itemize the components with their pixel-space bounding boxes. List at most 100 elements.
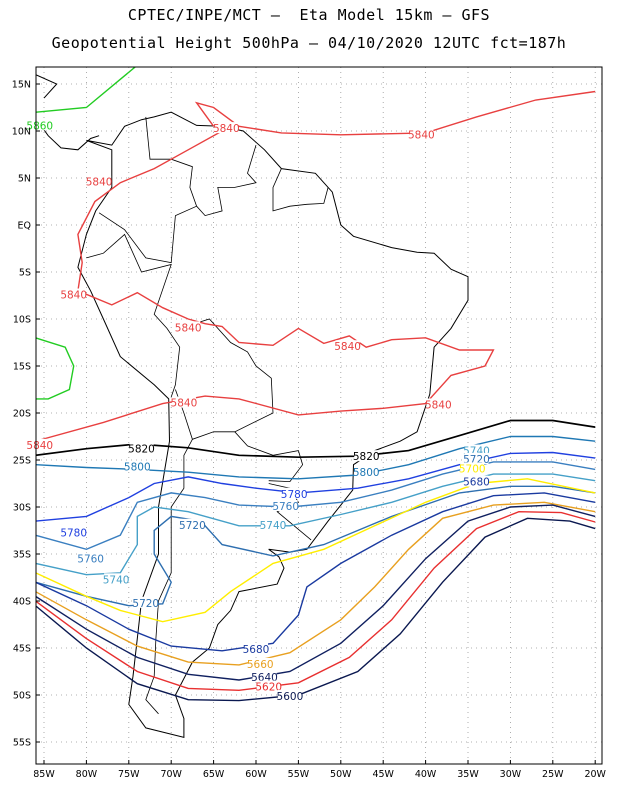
contour-label: 5780 (60, 527, 87, 539)
contour-label-bg (464, 453, 489, 464)
lon-tick-label: 50W (330, 769, 352, 780)
contour-label-bg (104, 573, 129, 585)
lat-lon-grid (36, 67, 602, 764)
contour-label-bg (273, 500, 298, 511)
lat-tick-label: 25S (13, 456, 31, 467)
lat-tick-label: 5N (18, 174, 31, 185)
contour-label-bg (464, 475, 489, 487)
contour-label-bg (180, 518, 205, 530)
lon-tick-label: 25W (542, 769, 564, 780)
contour-5860-north (36, 67, 137, 113)
lon-tick-label: 55W (288, 769, 310, 780)
contour-label: 5820 (128, 444, 155, 456)
country-border (98, 116, 198, 264)
contour-label-bg (61, 526, 86, 538)
contour-5680 (36, 492, 596, 652)
contour-label-bg (354, 450, 379, 462)
country-border (86, 233, 181, 398)
contour-5620 (36, 510, 596, 692)
contour-label-bg (125, 460, 150, 472)
contour-label: 5720 (179, 520, 206, 532)
contour-label-bg (133, 596, 158, 608)
lon-tick-label: 20W (584, 769, 606, 780)
contour-labels: 5840 5840 5840 5840 5840 5840 5840 5840 5840 5860… (26, 119, 490, 703)
contour-label-bg (176, 321, 201, 333)
contour-label-bg (78, 552, 103, 564)
contour-label: 5780 (281, 489, 308, 501)
contour-label: 5620 (255, 681, 282, 693)
contour-label-bg (214, 122, 239, 134)
contour-label-bg (460, 462, 485, 474)
contour-label-bg (27, 438, 52, 450)
contour-label: 5720 (132, 598, 159, 610)
country-border (196, 144, 257, 217)
country-border (268, 483, 312, 541)
contour-5860-pacific (36, 337, 75, 400)
contour-label: 5860 (26, 120, 53, 132)
lat-tick-label: EQ (18, 221, 31, 232)
contour-label: 5600 (277, 691, 304, 703)
lon-tick-label: 45W (372, 769, 394, 780)
lon-tick-label: 35W (457, 769, 479, 780)
lon-tick-label: 85W (33, 769, 55, 780)
contour-5660 (36, 501, 596, 666)
contour-label: 5660 (247, 659, 274, 671)
coastline-central-america (36, 74, 58, 99)
contour-label-bg (256, 680, 281, 692)
contour-label-bg (335, 340, 360, 352)
contour-label: 5760 (77, 554, 104, 566)
contour-label: 5840 (425, 399, 452, 411)
contour-5840-north (194, 90, 596, 136)
contour-5780 (36, 451, 596, 522)
lon-tick-label: 80W (76, 769, 98, 780)
contour-5820 (36, 419, 596, 459)
lat-tick-label: 45S (13, 644, 31, 655)
contour-label-bg (464, 444, 489, 456)
contour-label: 5840 (213, 123, 240, 135)
map-title-line2: Geopotential Height 500hPa – 04/10/2020 … (51, 34, 567, 52)
lon-tick-label: 40W (415, 769, 437, 780)
contour-label: 5840 (86, 177, 113, 189)
contour-label: 5700 (459, 463, 486, 475)
country-border (272, 168, 329, 212)
lat-tick-label: 40S (13, 597, 31, 608)
country-border (175, 318, 274, 440)
lat-tick-label: 55S (13, 738, 31, 749)
contour-label-bg (354, 466, 379, 478)
country-border (234, 431, 304, 483)
lat-tick-label: 35S (13, 550, 31, 561)
lat-tick-label: 10N (12, 127, 31, 138)
contour-label-bg (426, 398, 451, 410)
lat-tick-label: 50S (13, 691, 31, 702)
contour-5840-andes (36, 130, 495, 442)
contour-5640 (36, 504, 596, 681)
lat-tick-label: 5S (19, 268, 31, 279)
lon-tick-label: 60W (245, 769, 267, 780)
contour-label-bg (244, 642, 268, 654)
lat-tick-label: 15N (12, 80, 31, 91)
contour-label: 5840 (175, 322, 202, 334)
contour-label: 5760 (272, 501, 299, 513)
contour-label-bg (248, 657, 273, 669)
contour-label: 5800 (353, 467, 380, 479)
contour-label-bg (282, 487, 307, 499)
lat-tick-label: 15S (13, 362, 31, 373)
coastline-isthmus (37, 121, 100, 151)
lon-tick-label: 75W (118, 769, 140, 780)
contour-label: 5840 (408, 130, 435, 142)
lat-tick-label: 20S (13, 409, 31, 420)
contour-label-bg (61, 288, 86, 300)
contour-label: 5820 (353, 451, 380, 463)
contour-layer (36, 67, 596, 738)
contour-label: 5740 (103, 574, 130, 586)
contour-label: 5680 (243, 644, 270, 656)
lon-tick-label: 30W (500, 769, 522, 780)
map-frame (35, 66, 603, 765)
lon-tick-label: 65W (203, 769, 225, 780)
contour-label-bg (171, 396, 196, 408)
lat-tick-label: 10S (13, 315, 31, 326)
contour-label: 5840 (171, 398, 198, 410)
contour-5600 (36, 517, 596, 702)
contour-label-bg (252, 671, 277, 683)
